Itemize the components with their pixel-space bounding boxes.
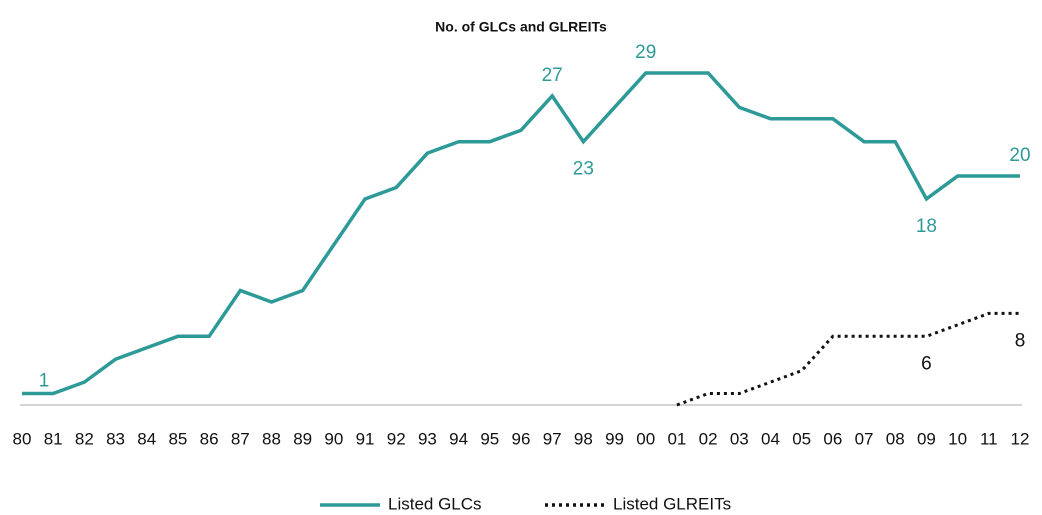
x-tick-label: 93 (418, 429, 437, 448)
data-label: 18 (916, 216, 937, 237)
x-tick-label: 00 (636, 429, 655, 448)
x-tick-label: 80 (13, 429, 32, 448)
x-tick-label: 92 (387, 429, 406, 448)
data-label: 6 (921, 353, 932, 374)
x-tick-label: 04 (761, 429, 780, 448)
legend-label: Listed GLREITs (613, 494, 731, 513)
x-tick-label: 89 (293, 429, 312, 448)
x-tick-label: 11 (980, 429, 998, 448)
x-tick-label: 01 (667, 429, 686, 448)
x-tick-label: 83 (106, 429, 125, 448)
data-label: 29 (635, 42, 656, 63)
x-tick-label: 91 (356, 429, 375, 448)
x-tick-label: 90 (324, 429, 343, 448)
x-tick-label: 05 (792, 429, 811, 448)
x-tick-label: 81 (44, 429, 63, 448)
x-tick-label: 88 (262, 429, 281, 448)
x-tick-label: 84 (137, 429, 156, 448)
x-tick-label: 86 (200, 429, 219, 448)
x-tick-label: 10 (948, 429, 967, 448)
x-tick-label: 98 (574, 429, 593, 448)
series-line (22, 71, 1020, 396)
data-label: 1 (39, 371, 50, 392)
x-tick-label: 07 (855, 429, 874, 448)
x-tick-label: 87 (231, 429, 250, 448)
x-tick-label: 12 (1011, 429, 1030, 448)
x-tick-label: 82 (75, 429, 94, 448)
x-tick-label: 96 (512, 429, 531, 448)
data-label: 8 (1015, 330, 1026, 351)
x-tick-label: 94 (449, 429, 468, 448)
series-line (676, 311, 1020, 407)
x-tick-label: 02 (699, 429, 718, 448)
legend-label: Listed GLCs (388, 494, 482, 513)
x-tick-label: 08 (886, 429, 905, 448)
x-tick-label: 06 (823, 429, 842, 448)
data-label: 20 (1009, 145, 1030, 166)
data-label: 23 (573, 159, 594, 180)
x-tick-label: 09 (917, 429, 936, 448)
chart-title: No. of GLCs and GLREITs (435, 19, 607, 35)
x-tick-label: 85 (168, 429, 187, 448)
x-tick-label: 99 (605, 429, 624, 448)
x-tick-label: 97 (543, 429, 562, 448)
data-label: 27 (542, 65, 563, 86)
x-tick-label: 03 (730, 429, 749, 448)
x-tick-label: 95 (480, 429, 499, 448)
